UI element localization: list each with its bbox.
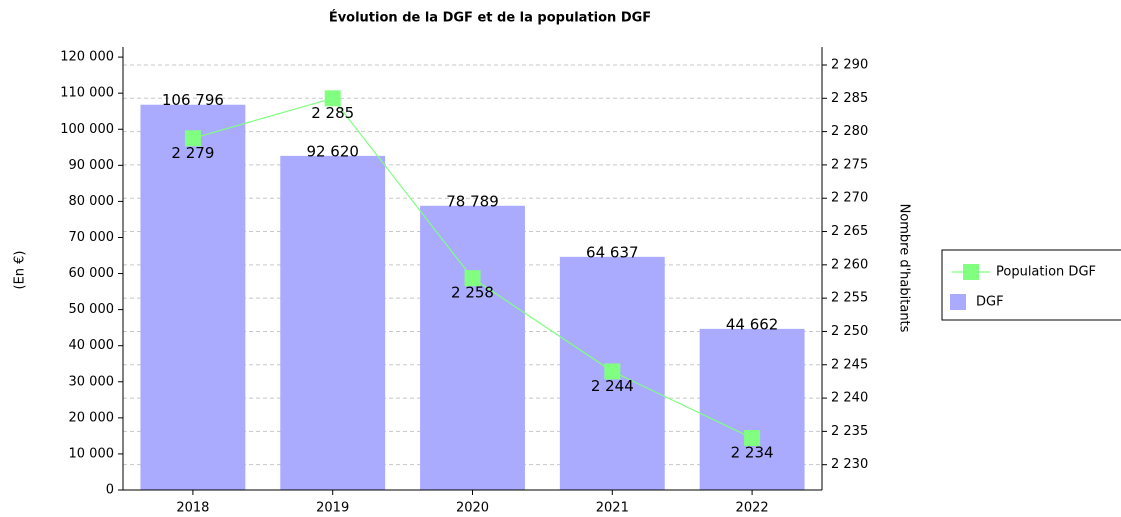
y-tick-label: 50 000	[69, 302, 115, 317]
y2-tick-label: 2 265	[831, 224, 868, 239]
legend-label: DGF	[976, 295, 1004, 310]
y2-tick-label: 2 280	[831, 124, 868, 139]
data-label: 78 789	[446, 192, 499, 210]
y2-tick-label: 2 250	[831, 324, 868, 339]
point	[184, 130, 201, 147]
y2-tick-label: 2 235	[831, 424, 868, 439]
point	[744, 430, 761, 447]
y2-tick-label: 2 240	[831, 391, 868, 406]
y2-tick-label: 2 270	[831, 191, 868, 206]
y-tick-label: 10 000	[69, 446, 115, 461]
y2-tick-label: 2 255	[831, 291, 868, 306]
y-tick-label: 40 000	[69, 338, 115, 353]
data-label: 44 662	[726, 315, 779, 333]
data-label: 2 244	[591, 377, 634, 395]
legend-label: Population DGF	[996, 265, 1096, 280]
legend-swatch	[950, 294, 966, 310]
y-tick-label: 90 000	[69, 158, 115, 173]
y-tick-label: 30 000	[69, 374, 115, 389]
bar	[140, 104, 246, 490]
data-label: 2 285	[311, 104, 354, 122]
data-label: 2 279	[171, 144, 214, 162]
y-axis-label: (En €)	[13, 251, 28, 290]
bar	[699, 328, 805, 490]
y2-tick-label: 2 230	[831, 457, 868, 472]
data-label: 2 234	[731, 444, 774, 462]
y2-tick-label: 2 245	[831, 357, 868, 372]
y-tick-label: 120 000	[60, 50, 114, 65]
y-tick-label: 0	[106, 483, 114, 498]
y-tick-label: 70 000	[69, 230, 115, 245]
x-tick-label: 2022	[736, 501, 769, 516]
y2-tick-label: 2 275	[831, 157, 868, 172]
y-tick-label: 80 000	[69, 194, 115, 209]
y2-tick-label: 2 290	[831, 57, 868, 72]
point	[464, 270, 481, 287]
y-tick-label: 100 000	[60, 122, 114, 137]
data-label: 2 258	[451, 284, 494, 302]
x-tick-label: 2021	[596, 501, 629, 516]
y-tick-label: 60 000	[69, 266, 115, 281]
data-label: 106 796	[162, 91, 224, 109]
bar	[420, 205, 525, 490]
legend-swatch	[963, 264, 979, 280]
x-tick-label: 2019	[316, 501, 349, 516]
y2-axis-label: Nombre d'habitants	[897, 204, 912, 333]
y-tick-label: 110 000	[60, 86, 114, 101]
y2-tick-label: 2 260	[831, 257, 868, 272]
y-tick-label: 20 000	[69, 410, 115, 425]
data-label: 92 620	[306, 142, 359, 160]
x-tick-label: 2020	[456, 501, 489, 516]
legend-box	[941, 249, 1121, 321]
x-tick-label: 2018	[176, 501, 209, 516]
data-label: 64 637	[586, 243, 639, 261]
chart-title: Évolution de la DGF et de la population …	[329, 10, 651, 26]
point	[604, 363, 621, 380]
point	[324, 90, 341, 107]
bar	[280, 155, 386, 491]
y2-tick-label: 2 285	[831, 91, 868, 106]
